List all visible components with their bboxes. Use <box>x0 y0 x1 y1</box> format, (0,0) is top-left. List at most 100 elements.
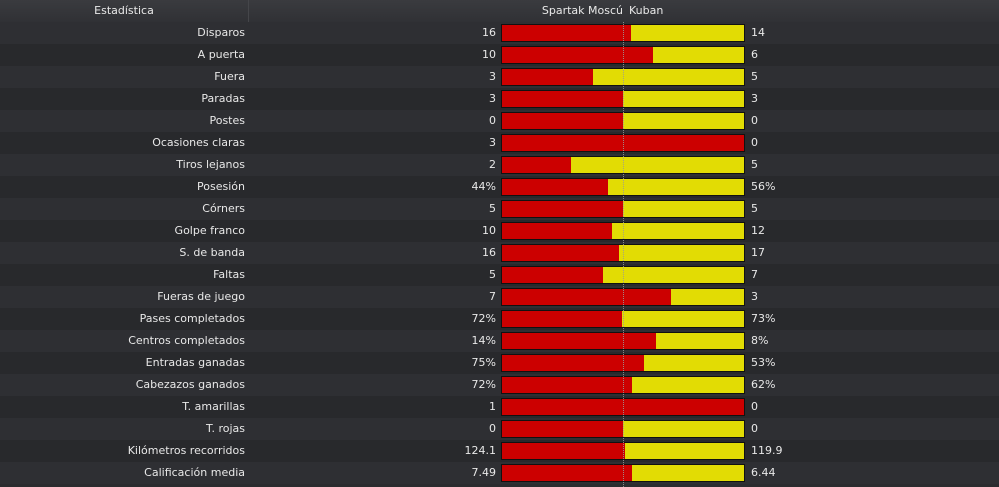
comparison-bar <box>501 24 745 42</box>
comparison-bar <box>501 244 745 262</box>
comparison-bar <box>501 46 745 64</box>
home-bar-fill <box>502 399 744 415</box>
stat-row: Cabezazos ganados 72% 62% <box>0 374 999 396</box>
stat-label: Fueras de juego <box>157 290 245 303</box>
home-team-header: Spartak Moscú <box>541 4 623 17</box>
stat-row: Paradas 3 3 <box>0 88 999 110</box>
comparison-bar <box>501 200 745 218</box>
away-value: 5 <box>751 158 758 171</box>
home-value: 3 <box>489 92 496 105</box>
stat-row: A puerta 10 6 <box>0 44 999 66</box>
away-value: 0 <box>751 114 758 127</box>
away-value: 73% <box>751 312 776 325</box>
stats-header: Estadística Spartak Moscú Kuban <box>0 0 999 23</box>
stat-row: T. rojas 0 0 <box>0 418 999 440</box>
away-value: 3 <box>751 290 758 303</box>
away-team-header: Kuban <box>629 4 664 17</box>
home-value: 44% <box>471 180 496 193</box>
away-value: 8% <box>751 334 769 347</box>
stat-label: T. amarillas <box>182 400 245 413</box>
home-bar-fill <box>502 377 632 393</box>
home-bar-fill <box>502 47 654 63</box>
comparison-bar <box>501 332 745 350</box>
stat-row: Pases completados 72% 73% <box>0 308 999 330</box>
home-bar-fill <box>502 465 633 481</box>
home-value: 0 <box>489 114 496 127</box>
comparison-bar <box>501 90 745 108</box>
stat-label: Ocasiones claras <box>152 136 245 149</box>
home-value: 75% <box>471 356 496 369</box>
stat-label: Córners <box>202 202 245 215</box>
home-value: 0 <box>489 422 496 435</box>
comparison-bar <box>501 288 745 306</box>
stat-label: Entradas ganadas <box>145 356 245 369</box>
away-value: 0 <box>751 136 758 149</box>
away-value: 5 <box>751 70 758 83</box>
home-bar-fill <box>502 223 613 239</box>
comparison-bar <box>501 112 745 130</box>
home-bar-fill <box>502 179 609 195</box>
stat-label: Pases completados <box>139 312 245 325</box>
home-value: 10 <box>482 48 496 61</box>
stat-label: Golpe franco <box>174 224 245 237</box>
comparison-bar <box>501 398 745 416</box>
home-value: 3 <box>489 136 496 149</box>
home-value: 72% <box>471 312 496 325</box>
away-value: 5 <box>751 202 758 215</box>
stat-row: Centros completados 14% 8% <box>0 330 999 352</box>
home-bar-fill <box>502 245 620 261</box>
home-bar-fill <box>502 333 656 349</box>
home-value: 14% <box>471 334 496 347</box>
stat-label: Fuera <box>214 70 245 83</box>
stat-label: Posesión <box>197 180 245 193</box>
home-value: 16 <box>482 246 496 259</box>
home-value: 5 <box>489 202 496 215</box>
stat-row: Kilómetros recorridos 124.1 119.9 <box>0 440 999 462</box>
away-value: 17 <box>751 246 765 259</box>
away-value: 0 <box>751 400 758 413</box>
stat-label: Kilómetros recorridos <box>127 444 245 457</box>
home-bar-fill <box>502 355 644 371</box>
home-value: 1 <box>489 400 496 413</box>
stat-row: Córners 5 5 <box>0 198 999 220</box>
home-bar-fill <box>502 421 623 437</box>
comparison-bar <box>501 420 745 438</box>
stat-row: Postes 0 0 <box>0 110 999 132</box>
comparison-bar <box>501 68 745 86</box>
stat-label: Tiros lejanos <box>176 158 245 171</box>
away-value: 119.9 <box>751 444 783 457</box>
comparison-bar <box>501 376 745 394</box>
home-bar-fill <box>502 201 623 217</box>
away-value: 53% <box>751 356 776 369</box>
away-value: 56% <box>751 180 776 193</box>
comparison-bar <box>501 156 745 174</box>
stat-row: Disparos 16 14 <box>0 22 999 44</box>
comparison-bar <box>501 222 745 240</box>
stat-label: Faltas <box>213 268 245 281</box>
home-bar-fill <box>502 311 623 327</box>
home-value: 7.49 <box>471 466 497 479</box>
away-value: 62% <box>751 378 776 391</box>
comparison-bar <box>501 354 745 372</box>
home-value: 124.1 <box>464 444 497 457</box>
home-value: 3 <box>489 70 496 83</box>
comparison-bar <box>501 310 745 328</box>
home-value: 72% <box>471 378 496 391</box>
home-value: 16 <box>482 26 496 39</box>
stat-label: Cabezazos ganados <box>135 378 245 391</box>
home-value: 7 <box>489 290 496 303</box>
comparison-bar <box>501 178 745 196</box>
stat-row: Fueras de juego 7 3 <box>0 286 999 308</box>
home-bar-fill <box>502 443 626 459</box>
stat-label: Paradas <box>201 92 245 105</box>
home-bar-fill <box>502 91 623 107</box>
stat-label: Disparos <box>197 26 245 39</box>
away-value: 14 <box>751 26 765 39</box>
stat-column-header[interactable]: Estadística <box>0 0 249 22</box>
home-value: 5 <box>489 268 496 281</box>
comparison-bar <box>501 266 745 284</box>
comparison-bar <box>501 464 745 482</box>
stat-label: S. de banda <box>179 246 245 259</box>
away-value: 12 <box>751 224 765 237</box>
home-bar-fill <box>502 135 744 151</box>
